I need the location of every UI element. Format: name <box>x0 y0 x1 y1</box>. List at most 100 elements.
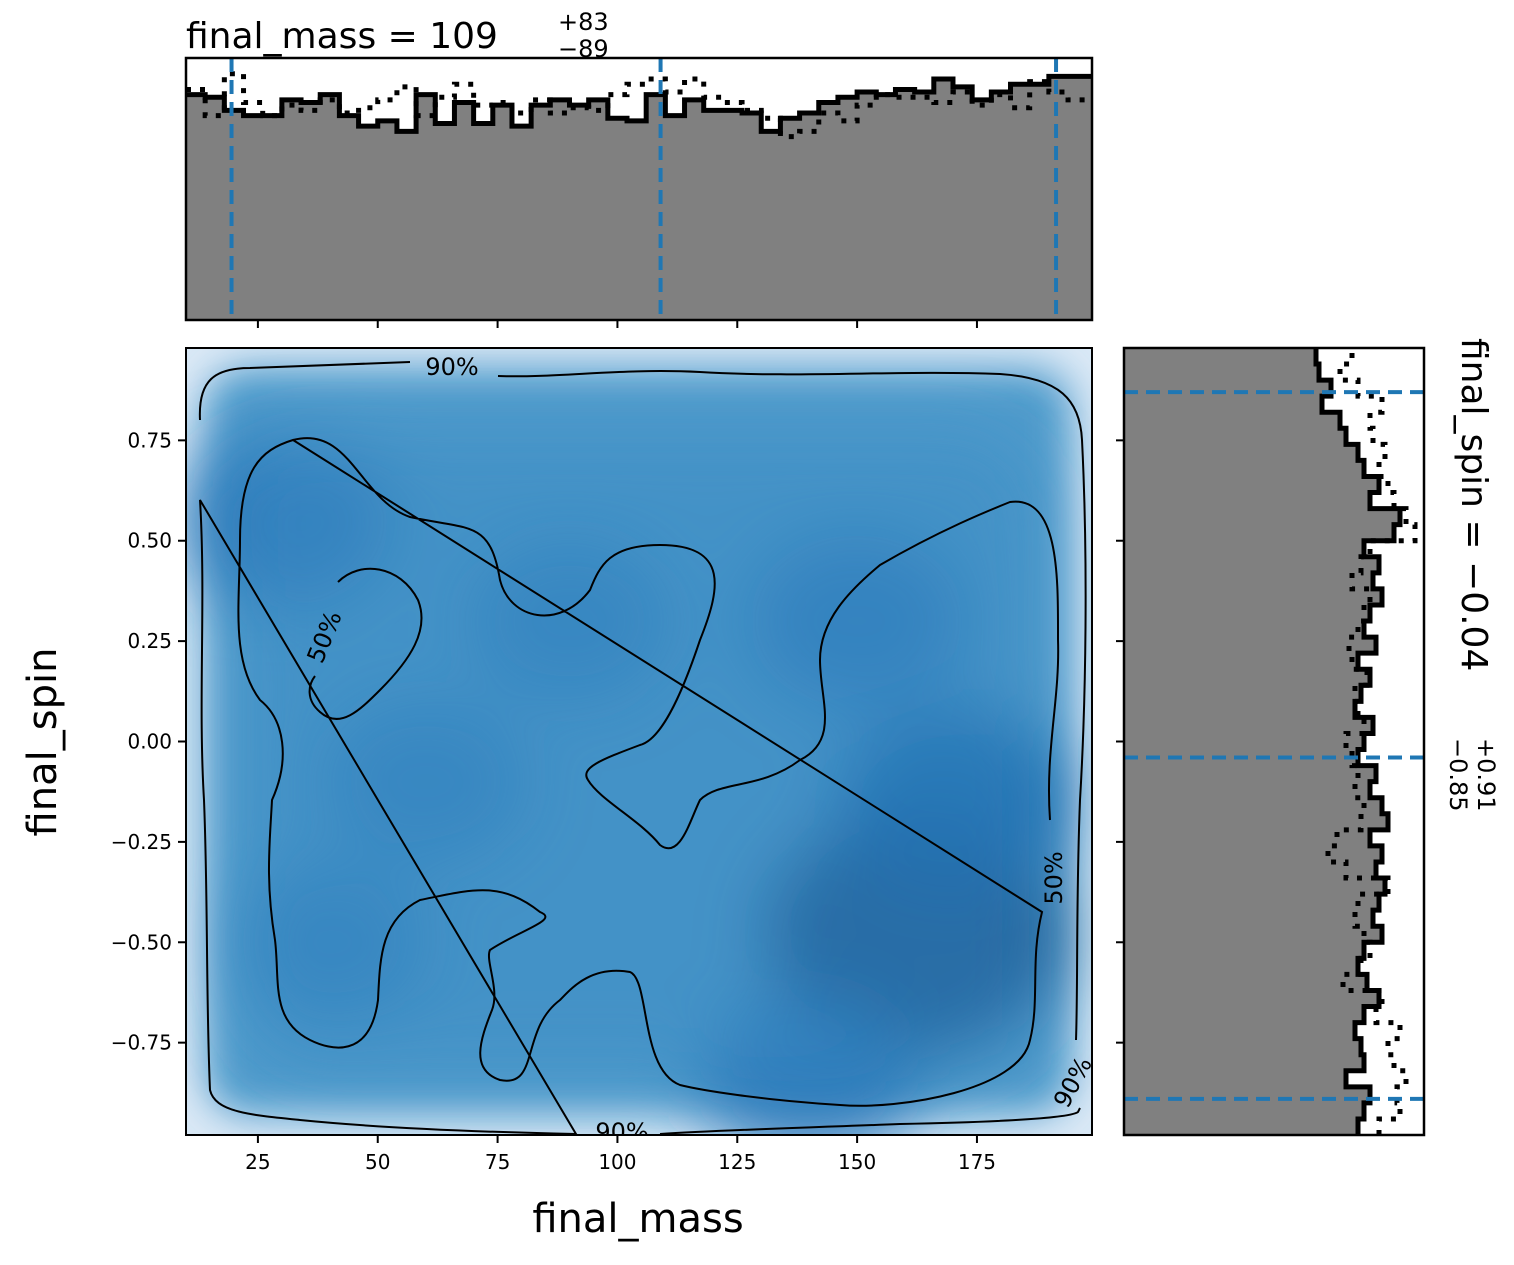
right-hist-bar <box>1124 942 1364 959</box>
top-hist-bar <box>933 78 954 321</box>
top-hist-bar <box>569 105 590 320</box>
right-hist-bar <box>1124 894 1379 911</box>
right-hist-bar <box>1124 444 1358 462</box>
top-hist-bar <box>895 89 916 320</box>
right-hist-bar <box>1124 958 1358 975</box>
right-hist-bar <box>1124 845 1382 863</box>
right-hist-bar <box>1124 701 1355 719</box>
top-hist-bar <box>416 94 436 321</box>
top-hist-bar <box>646 94 666 321</box>
x-tick-label: 175 <box>958 1150 996 1174</box>
top-hist-bar <box>857 92 877 320</box>
y-tick-label: −0.50 <box>111 930 172 954</box>
heatmap-midtone-region <box>240 430 1040 1070</box>
top-hist-bar <box>722 110 743 321</box>
right-hist-bar <box>1124 1070 1346 1088</box>
right-hist-bar <box>1124 588 1382 606</box>
contour-label-90-bottom: 90% <box>595 1118 648 1146</box>
top-hist-bar <box>780 118 801 320</box>
top-hist-bar <box>186 94 206 321</box>
x-tick-label: 75 <box>485 1150 510 1174</box>
top-hist-bar <box>952 86 973 320</box>
right-hist-bar <box>1124 380 1331 397</box>
right-hist-bar <box>1124 1118 1358 1136</box>
top-title-main: final_mass = 109 <box>186 16 498 57</box>
top-hist-bar <box>876 94 897 321</box>
top-hist-bar <box>991 92 1012 320</box>
right-hist-bar <box>1124 990 1379 1008</box>
top-histogram-dotted-step <box>186 71 1092 140</box>
right-hist-bar <box>1124 829 1370 847</box>
x-tick-label: 150 <box>838 1150 876 1174</box>
top-title: final_mass = 109 <box>186 16 498 57</box>
top-axes-frame <box>184 56 1094 322</box>
top-hist-bar <box>454 102 475 320</box>
top-histogram-solid-step <box>186 73 1092 134</box>
right-hist-bar <box>1124 685 1361 702</box>
right-hist-bar <box>1124 797 1382 815</box>
top-hist-bar <box>377 120 398 320</box>
right-hist-bar <box>1124 878 1385 895</box>
right-title-main: final_spin = −0.04 <box>1453 338 1494 671</box>
right-hist-bar <box>1124 1086 1370 1104</box>
top-hist-bar <box>531 105 551 320</box>
top-hist-bar <box>703 110 724 321</box>
top-marginal-panel: final_mass = 109 +83 −89 <box>184 8 1094 328</box>
right-hist-bar <box>1124 460 1364 478</box>
right-hist-bar <box>1124 974 1367 992</box>
right-hist-bar <box>1124 524 1394 542</box>
x-tick-label: 125 <box>718 1150 756 1174</box>
right-hist-bar <box>1124 669 1370 686</box>
top-hist-bar <box>684 99 705 320</box>
top-hist-bar <box>281 99 302 320</box>
right-hist-bar <box>1124 861 1376 879</box>
right-hist-bar <box>1124 1022 1355 1040</box>
y-tick-label: 0.75 <box>127 428 172 452</box>
right-title-lower: −0.85 <box>1444 738 1472 812</box>
contour-50-upper-left <box>237 437 1060 1107</box>
top-hist-bar <box>301 102 321 320</box>
joint-y-ticks: 0.75 0.50 0.25 0.00 −0.25 −0.50 −0.75 <box>111 428 186 1055</box>
right-hist-bar <box>1124 572 1373 590</box>
top-hist-bar <box>243 115 264 320</box>
right-quantile-lines <box>1124 390 1424 1101</box>
right-histogram-bars <box>1124 348 1400 1136</box>
right-y-ticks <box>1116 439 1124 1044</box>
y-tick-label: 0.25 <box>127 629 172 653</box>
top-hist-bar <box>665 115 686 320</box>
right-hist-bar <box>1124 556 1379 574</box>
top-x-ticks <box>256 320 978 328</box>
joint-x-ticks: 25 50 75 100 125 150 175 <box>245 1135 996 1174</box>
x-tick-label: 50 <box>365 1150 390 1174</box>
right-hist-bar <box>1124 653 1358 670</box>
top-hist-bar <box>550 99 571 320</box>
right-hist-bar <box>1124 910 1373 927</box>
heatmap-density-blobs <box>186 430 1070 1135</box>
right-marginal-panel: final_spin = −0.04 +0.91 −0.85 <box>1116 338 1500 1137</box>
right-hist-bar <box>1124 492 1370 510</box>
top-histogram-bars <box>186 76 1093 321</box>
top-hist-bar <box>511 126 532 321</box>
top-hist-bar <box>1029 84 1050 320</box>
top-hist-bar <box>224 110 245 321</box>
right-title-upper: +0.91 <box>1472 738 1500 812</box>
right-hist-bar <box>1124 1006 1364 1024</box>
top-hist-bar <box>607 118 628 320</box>
right-hist-bar <box>1124 348 1316 365</box>
right-hist-bar <box>1124 540 1364 558</box>
y-tick-label: 0.00 <box>127 730 172 754</box>
right-hist-bar <box>1124 476 1379 494</box>
top-hist-bar <box>1010 84 1031 320</box>
x-axis-label: final_mass <box>532 1196 743 1242</box>
top-hist-bar <box>837 97 858 320</box>
top-hist-bar <box>799 113 820 321</box>
right-hist-bar <box>1124 765 1376 783</box>
right-hist-bar <box>1124 733 1364 751</box>
top-title-upper: +83 <box>558 8 609 36</box>
x-tick-label: 100 <box>598 1150 636 1174</box>
top-hist-bar <box>396 131 417 320</box>
top-hist-bar <box>1048 76 1069 320</box>
top-hist-bar <box>339 115 360 320</box>
contour-90-outer <box>198 361 1087 1135</box>
